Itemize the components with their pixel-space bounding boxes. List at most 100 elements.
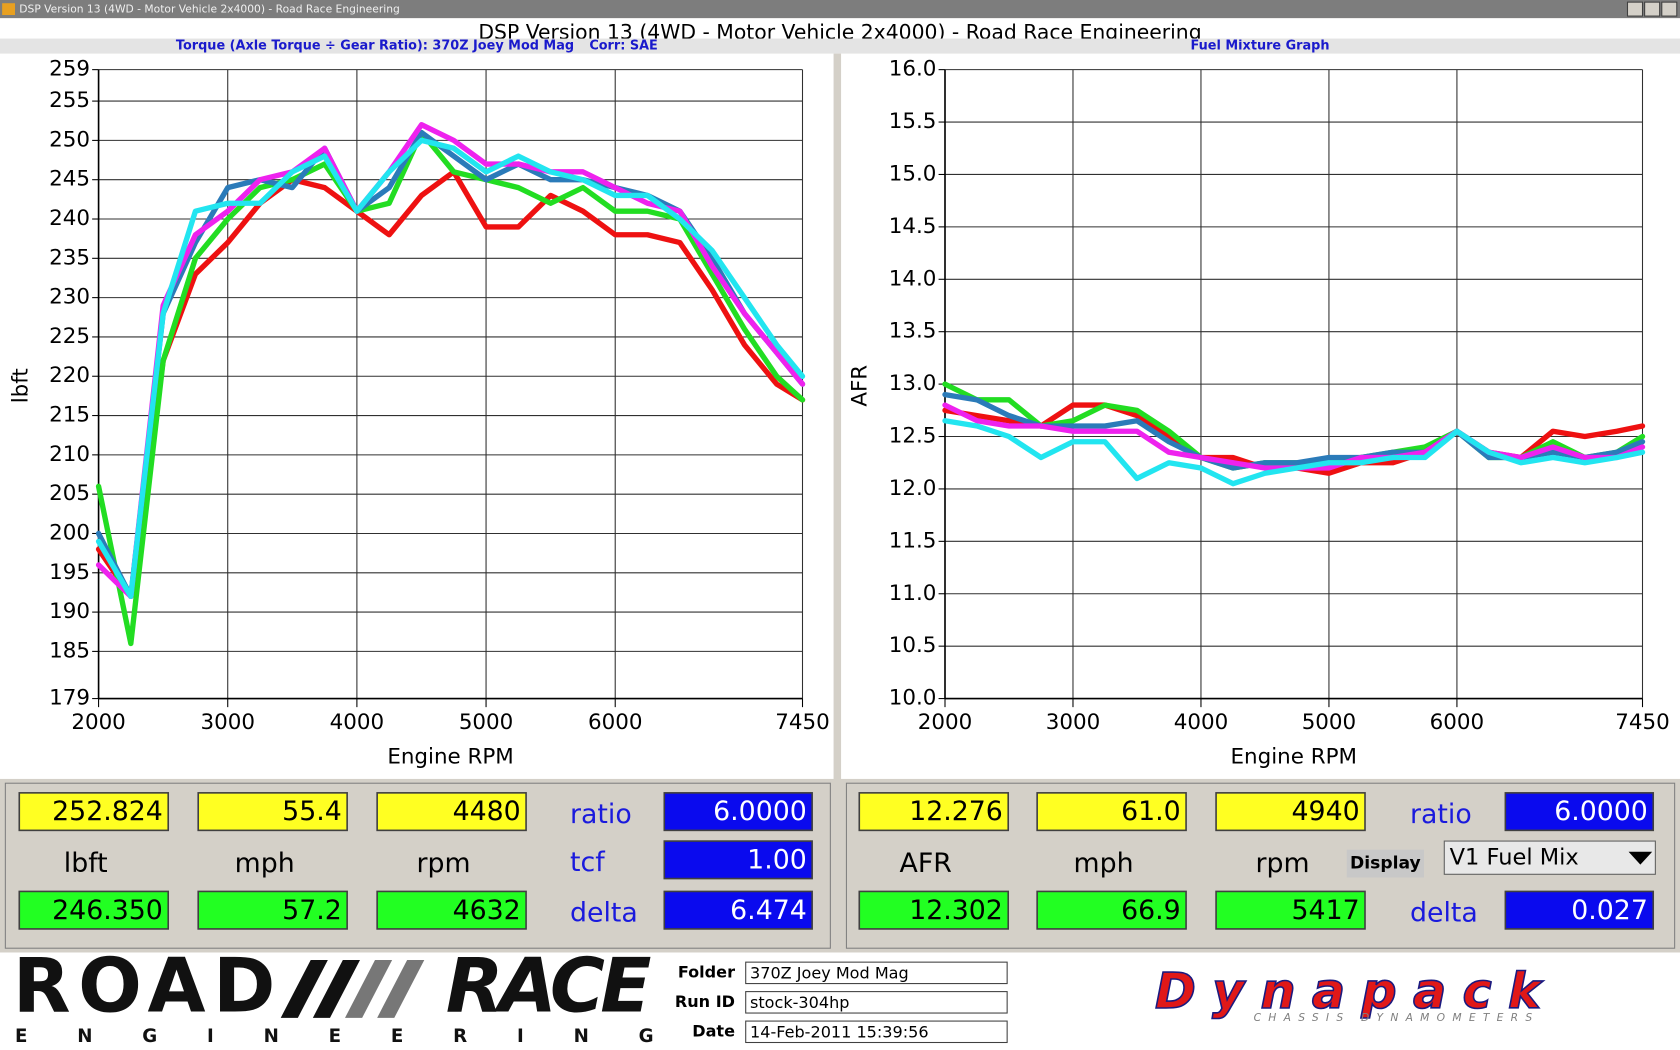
cursor-value: 252.824	[52, 796, 163, 827]
unit-label: mph	[235, 848, 295, 879]
param-value: 1.00	[747, 844, 807, 875]
param-label: ratio	[570, 799, 632, 830]
compare-value: 4632	[453, 895, 521, 926]
cursor-value-box	[1036, 792, 1187, 832]
param-label: delta	[570, 897, 638, 928]
display-label: Display	[1350, 854, 1421, 874]
param-value: 6.474	[730, 895, 807, 926]
cursor-value: 55.4	[282, 796, 342, 827]
y-tick-label: 10.5	[889, 633, 937, 658]
cursor-value-box	[858, 792, 1010, 832]
compare-value-box	[197, 890, 348, 930]
y-tick-label: 255	[49, 88, 90, 113]
x-tick-label: 7450	[1615, 710, 1669, 735]
y-tick-label: 13.0	[889, 371, 937, 396]
y-tick-label: 259	[49, 57, 90, 82]
y-tick-label: 210	[49, 442, 90, 467]
display-dropdown[interactable]	[1443, 840, 1656, 875]
x-axis-label: Engine RPM	[1231, 745, 1357, 770]
unit-label: AFR	[900, 848, 952, 879]
y-tick-label: 200	[49, 520, 90, 545]
y-axis-label: lbft	[8, 368, 33, 403]
x-tick-label: 7450	[775, 710, 829, 735]
param-value: 6.0000	[713, 796, 807, 827]
param-value: 0.027	[1571, 895, 1648, 926]
unit-label: rpm	[1255, 848, 1309, 879]
y-tick-label: 240	[49, 206, 90, 231]
series-line	[95, 129, 806, 647]
chart-title: Torque (Axle Torque ÷ Gear Ratio): 370Z …	[176, 39, 574, 54]
cursor-value-box	[197, 792, 348, 832]
y-tick-label: 11.0	[889, 581, 937, 606]
cursor-value-box	[18, 792, 170, 832]
series-line	[942, 418, 1646, 487]
param-label: ratio	[1410, 799, 1472, 830]
cursor-value: 12.276	[909, 796, 1003, 827]
subtitle-strip	[0, 38, 1680, 54]
cursor-value: 4940	[1292, 796, 1360, 827]
logo-slash	[280, 960, 328, 1018]
x-tick-label: 5000	[1302, 710, 1356, 735]
display-dropdown-value: V1 Fuel Mix	[1450, 845, 1579, 871]
y-tick-label: 245	[49, 167, 90, 192]
param-value-box	[663, 840, 813, 880]
y-tick-label: 15.5	[889, 109, 937, 134]
logo-slash	[377, 960, 425, 1018]
cursor-value: 4480	[453, 796, 521, 827]
x-tick-label: 2000	[71, 710, 125, 735]
left-chart-panel	[0, 53, 834, 779]
y-tick-label: 250	[49, 127, 90, 152]
param-value: 6.0000	[1554, 796, 1648, 827]
logo-slash	[345, 960, 393, 1018]
series-line	[95, 137, 806, 600]
param-label: delta	[1410, 897, 1478, 928]
compare-value-box	[858, 890, 1010, 930]
compare-value: 57.2	[282, 895, 342, 926]
y-tick-label: 11.5	[889, 528, 937, 553]
chart-title: Fuel Mixture Graph	[1190, 39, 1329, 54]
chart-subtitle: Corr: SAE	[589, 39, 658, 54]
param-label: tcf	[570, 847, 605, 878]
y-tick-label: 12.0	[889, 476, 937, 501]
compare-value-box	[1036, 890, 1187, 930]
window-title: DSP Version 13 (4WD - Motor Vehicle 2x40…	[19, 3, 400, 16]
y-tick-label: 14.0	[889, 266, 937, 291]
param-value-box	[663, 890, 813, 930]
minimize-button[interactable]	[1626, 1, 1644, 17]
compare-value-box	[1215, 890, 1366, 930]
display-label-box	[1346, 849, 1424, 878]
compare-value: 5417	[1292, 895, 1360, 926]
field-label: Date	[692, 1021, 735, 1040]
y-tick-label: 195	[49, 560, 90, 585]
close-button[interactable]	[1661, 1, 1678, 17]
x-tick-label: 6000	[1430, 710, 1484, 735]
unit-label: mph	[1074, 848, 1134, 879]
unit-label: rpm	[417, 848, 471, 879]
field-label: Run ID	[675, 992, 735, 1011]
y-tick-label: 220	[49, 363, 90, 388]
maximize-button[interactable]	[1644, 1, 1661, 17]
y-tick-label: 14.5	[889, 214, 937, 239]
y-tick-label: 190	[49, 599, 90, 624]
compare-value: 12.302	[909, 895, 1003, 926]
cursor-value-box	[376, 792, 527, 832]
field-box	[745, 1020, 1008, 1044]
cursor-value: 61.0	[1121, 796, 1181, 827]
y-tick-label: 13.5	[889, 319, 937, 344]
field-label: Folder	[678, 962, 735, 981]
x-tick-label: 2000	[918, 710, 972, 735]
y-tick-label: 230	[49, 285, 90, 310]
x-tick-label: 6000	[588, 710, 642, 735]
y-tick-label: 12.5	[889, 424, 937, 449]
x-tick-label: 5000	[459, 710, 513, 735]
x-tick-label: 3000	[200, 710, 254, 735]
y-tick-label: 16.0	[889, 57, 937, 82]
x-tick-label: 4000	[1174, 710, 1228, 735]
y-tick-label: 15.0	[889, 161, 937, 186]
dropdown-arrow	[1628, 851, 1653, 865]
unit-label: lbft	[64, 848, 108, 879]
app-icon	[2, 3, 16, 15]
field-box	[745, 961, 1008, 985]
logo-slash	[312, 960, 360, 1018]
